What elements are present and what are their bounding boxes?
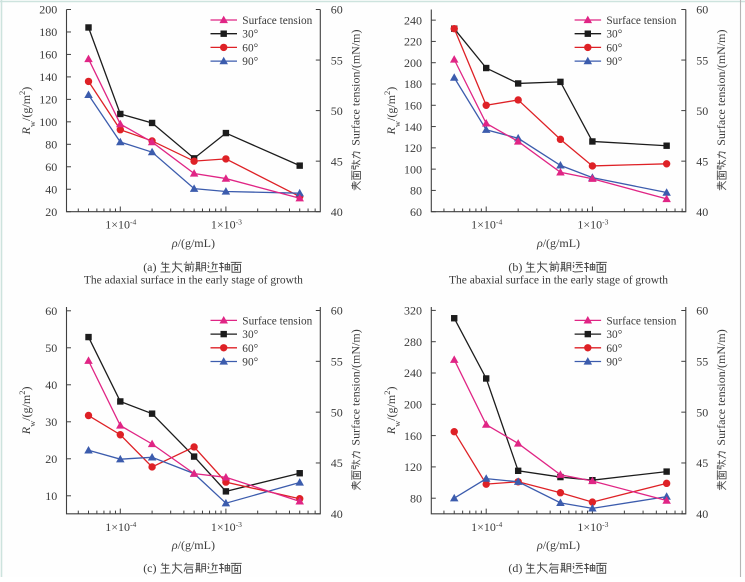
svg-text:30°: 30°: [606, 29, 622, 41]
svg-text:1×10-4: 1×10-4: [471, 217, 502, 232]
svg-text:20: 20: [45, 452, 57, 466]
svg-text:1×10-3: 1×10-3: [211, 519, 242, 534]
svg-text:60: 60: [331, 3, 343, 17]
svg-text:160: 160: [39, 48, 57, 62]
svg-text:1×10-3: 1×10-3: [577, 519, 608, 534]
svg-text:90°: 90°: [606, 357, 622, 369]
svg-text:45: 45: [331, 456, 343, 470]
svg-text:40: 40: [696, 205, 708, 219]
svg-text:1×10-3: 1×10-3: [577, 217, 608, 232]
svg-text:120: 120: [39, 93, 57, 107]
svg-text:20: 20: [45, 205, 57, 219]
svg-text:1×10-3: 1×10-3: [211, 217, 242, 232]
svg-text:100: 100: [39, 115, 57, 129]
svg-text:90°: 90°: [242, 357, 258, 369]
svg-text:(c): (c): [143, 561, 156, 575]
svg-text:120: 120: [404, 460, 422, 474]
svg-text:200: 200: [404, 398, 422, 412]
svg-text:200: 200: [39, 3, 57, 17]
svg-text:140: 140: [404, 120, 422, 134]
svg-text:60: 60: [331, 304, 343, 318]
svg-text:ρ/(g/mL): ρ/(g/mL): [171, 538, 215, 552]
svg-text:30°: 30°: [606, 329, 622, 341]
svg-text:Surface tension/(mN/m): Surface tension/(mN/m): [714, 329, 728, 445]
svg-text:320: 320: [404, 304, 422, 318]
svg-text:45: 45: [696, 456, 708, 470]
svg-text:Surface tension: Surface tension: [242, 315, 312, 327]
svg-text:60: 60: [696, 3, 708, 17]
svg-text:(d): (d): [508, 561, 522, 575]
svg-text:40: 40: [696, 507, 708, 521]
svg-text:80: 80: [45, 138, 57, 152]
svg-text:50: 50: [331, 405, 343, 419]
svg-text:Surface tension/(mN/m): Surface tension/(mN/m): [348, 329, 362, 445]
svg-text:60°: 60°: [242, 343, 258, 355]
svg-text:240: 240: [404, 13, 422, 27]
svg-text:80: 80: [410, 184, 422, 198]
svg-text:50: 50: [696, 405, 708, 419]
svg-text:100: 100: [404, 162, 422, 176]
svg-text:55: 55: [331, 355, 343, 369]
svg-text:60: 60: [696, 304, 708, 318]
svg-text:55: 55: [331, 53, 343, 67]
svg-text:Surface tension: Surface tension: [606, 15, 676, 27]
svg-text:1×10-4: 1×10-4: [105, 217, 136, 232]
svg-text:180: 180: [404, 77, 422, 91]
svg-text:Surface tension/(mN/m): Surface tension/(mN/m): [714, 29, 728, 145]
svg-text:1×10-4: 1×10-4: [105, 519, 136, 534]
svg-text:60°: 60°: [606, 42, 622, 54]
svg-text:45: 45: [331, 154, 343, 168]
svg-text:60°: 60°: [242, 42, 258, 54]
svg-text:30: 30: [45, 415, 57, 429]
svg-text:55: 55: [696, 53, 708, 67]
svg-text:45: 45: [696, 154, 708, 168]
svg-text:90°: 90°: [242, 56, 258, 68]
svg-text:55: 55: [696, 355, 708, 369]
svg-text:60: 60: [45, 160, 57, 174]
svg-text:40: 40: [45, 182, 57, 196]
svg-text:(a): (a): [143, 260, 156, 274]
svg-text:ρ/(g/mL): ρ/(g/mL): [536, 538, 580, 552]
svg-text:ρ/(g/mL): ρ/(g/mL): [171, 236, 215, 250]
svg-text:ρ/(g/mL): ρ/(g/mL): [536, 236, 580, 250]
svg-text:Surface tension: Surface tension: [606, 315, 676, 327]
svg-text:Surface tension/(mN/m): Surface tension/(mN/m): [348, 29, 362, 145]
svg-text:140: 140: [39, 70, 57, 84]
svg-text:60°: 60°: [606, 343, 622, 355]
svg-text:40: 40: [45, 378, 57, 392]
svg-text:10: 10: [45, 489, 57, 503]
svg-text:160: 160: [404, 98, 422, 112]
svg-text:240: 240: [404, 366, 422, 380]
svg-text:180: 180: [39, 25, 57, 39]
svg-text:40: 40: [331, 205, 343, 219]
svg-text:40: 40: [331, 507, 343, 521]
svg-text:30°: 30°: [242, 29, 258, 41]
svg-text:60: 60: [45, 304, 57, 318]
svg-text:80: 80: [410, 491, 422, 505]
svg-text:90°: 90°: [606, 56, 622, 68]
svg-text:280: 280: [404, 335, 422, 349]
svg-text:(b): (b): [508, 260, 522, 274]
svg-text:160: 160: [404, 429, 422, 443]
svg-text:50: 50: [331, 104, 343, 118]
svg-text:50: 50: [45, 341, 57, 355]
svg-text:120: 120: [404, 141, 422, 155]
svg-text:Surface tension: Surface tension: [242, 15, 312, 27]
svg-text:200: 200: [404, 56, 422, 70]
svg-text:The adaxial surface in the ear: The adaxial surface in the early stage o…: [84, 274, 303, 286]
svg-text:220: 220: [404, 35, 422, 49]
svg-text:The abaxial surface in the ear: The abaxial surface in the early stage o…: [449, 274, 668, 286]
svg-text:50: 50: [696, 104, 708, 118]
svg-text:1×10-4: 1×10-4: [471, 519, 502, 534]
svg-text:60: 60: [410, 205, 422, 219]
svg-text:30°: 30°: [242, 329, 258, 341]
